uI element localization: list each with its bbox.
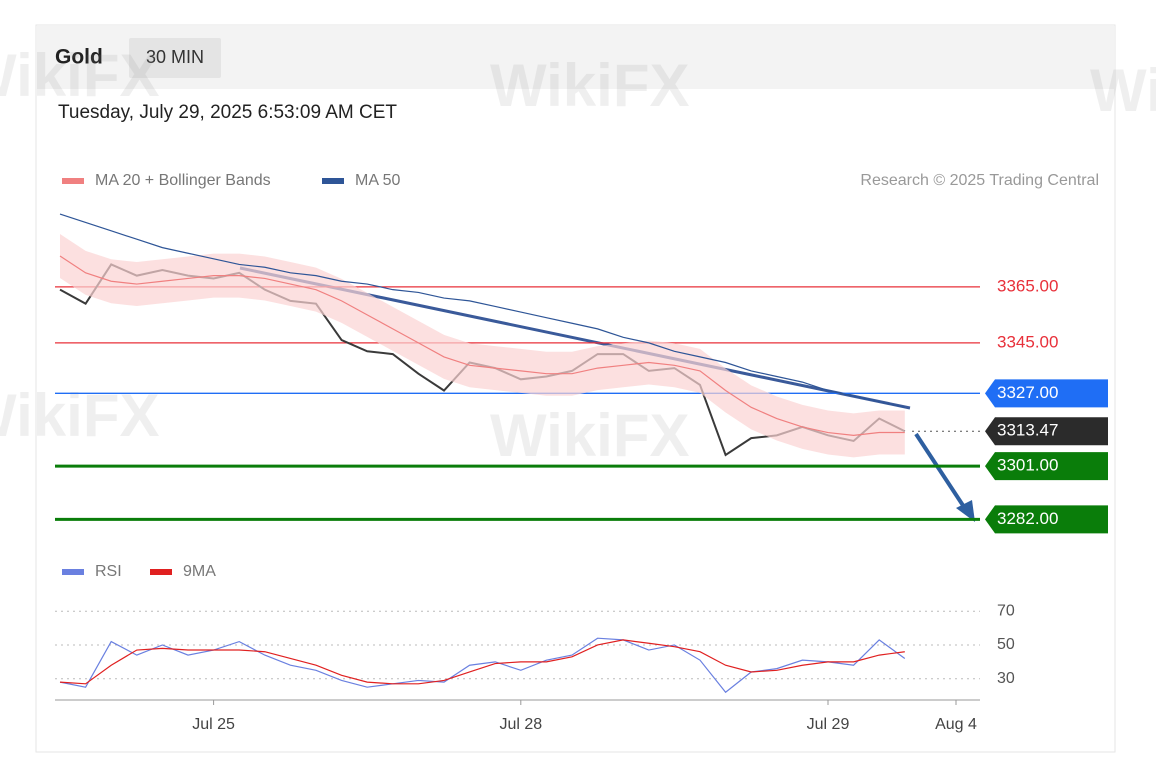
rsi-line bbox=[59, 637, 906, 694]
arrow-head bbox=[956, 500, 975, 522]
rsi-line bbox=[59, 639, 905, 685]
watermark: WikiFX bbox=[0, 42, 159, 109]
level-label: 3365.00 bbox=[997, 276, 1058, 295]
interval: 30 MIN bbox=[146, 47, 204, 67]
y-tick-label: 70 bbox=[997, 602, 1015, 619]
legend-swatch bbox=[322, 178, 344, 184]
x-tick-label: Jul 25 bbox=[192, 716, 235, 733]
x-tick-label: Jul 29 bbox=[807, 716, 850, 733]
legend-label: 9MA bbox=[183, 563, 216, 580]
level-tag bbox=[985, 505, 1108, 534]
level-tag bbox=[985, 379, 1108, 408]
forecast-arrow bbox=[914, 432, 968, 512]
legend-swatch bbox=[62, 178, 84, 184]
legend-label: MA 50 bbox=[355, 172, 400, 189]
credit: Research © 2025 Trading Central bbox=[860, 172, 1099, 189]
x-tick-label: Jul 28 bbox=[499, 716, 542, 733]
legend-label: RSI bbox=[95, 563, 122, 580]
legend-label: MA 20 + Bollinger Bands bbox=[95, 172, 271, 189]
level-label: 3282.00 bbox=[997, 509, 1058, 528]
level-label: 3301.00 bbox=[997, 456, 1058, 475]
level-label: 3345.00 bbox=[997, 332, 1058, 351]
level-label: 3327.00 bbox=[997, 383, 1058, 402]
instrument: Gold bbox=[55, 46, 103, 69]
y-tick-label: 50 bbox=[997, 636, 1015, 653]
level-label: 3313.47 bbox=[997, 421, 1058, 440]
level-tag bbox=[985, 452, 1108, 481]
legend-swatch bbox=[62, 569, 84, 575]
bollinger-band bbox=[60, 234, 905, 458]
timestamp: Tuesday, July 29, 2025 6:53:09 AM CET bbox=[58, 102, 397, 123]
watermark: WikiFX bbox=[490, 52, 689, 119]
watermark: WikiFX bbox=[1090, 57, 1156, 124]
ma-line bbox=[59, 255, 905, 436]
watermarks: WikiFX WikiFX WikiFX WikiFX WikiFX bbox=[0, 42, 1156, 469]
legend-swatch bbox=[150, 569, 172, 575]
ma-line bbox=[59, 213, 905, 408]
watermark: WikiFX bbox=[0, 382, 159, 449]
level-tag bbox=[985, 417, 1108, 446]
y-tick-label: 30 bbox=[997, 670, 1015, 687]
x-tick-label: Aug 4 bbox=[935, 716, 977, 733]
watermark: WikiFX bbox=[490, 402, 689, 469]
interval-badge bbox=[129, 38, 221, 78]
